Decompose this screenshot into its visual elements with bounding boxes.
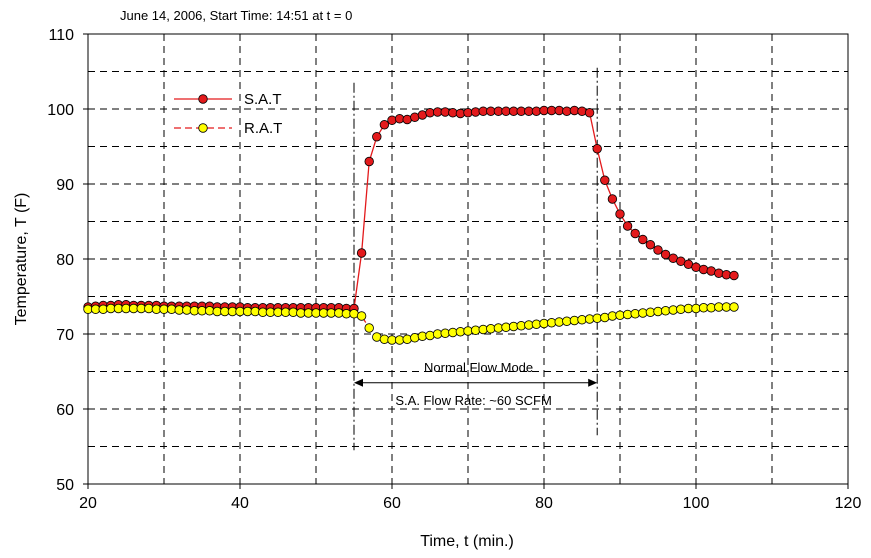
legend-label-rat: R.A.T (244, 120, 282, 137)
data-point (372, 132, 382, 142)
chart-title: June 14, 2006, Start Time: 14:51 at t = … (120, 8, 352, 23)
data-point (729, 302, 739, 312)
data-point (622, 221, 633, 231)
data-point (729, 270, 739, 281)
data-point (592, 144, 602, 154)
y-tick-label: 90 (56, 177, 74, 194)
data-point (638, 234, 648, 245)
data-point (714, 268, 724, 278)
y-tick-label: 80 (56, 252, 74, 269)
mode-label: Normal Flow Mode (424, 360, 533, 375)
data-point (660, 249, 671, 260)
data-point (577, 106, 587, 116)
data-point (600, 175, 610, 185)
data-point (364, 323, 374, 333)
data-series (83, 105, 739, 345)
data-point (364, 156, 374, 167)
y-tick-label: 110 (48, 27, 74, 44)
data-point (584, 108, 595, 118)
legend-label-sat: S.A.T (244, 91, 282, 108)
y-tick-label: 50 (56, 477, 74, 494)
x-axis-title: Time, t (min.) (420, 533, 514, 550)
x-tick-label: 20 (79, 495, 97, 512)
data-point (645, 240, 656, 250)
mode-marker-lines (353, 67, 598, 451)
axis-ticks: 20 40 60 80 100 120 50 60 70 80 90 100 110 (47, 27, 861, 512)
data-point (356, 248, 367, 258)
data-point (379, 120, 390, 130)
x-tick-label: 40 (231, 495, 249, 512)
series-r-a-t (83, 302, 739, 345)
grid (88, 34, 848, 484)
data-point (600, 312, 610, 323)
flow-mode-annotation: Normal Flow Mode S.A. Flow Rate: ~60 SCF… (354, 360, 598, 408)
arrow-head-right (588, 378, 598, 387)
legend-marker-rat (198, 123, 208, 133)
y-tick-label: 100 (47, 102, 74, 119)
data-point (698, 264, 709, 275)
data-point (356, 311, 367, 321)
data-point (630, 228, 640, 239)
y-tick-label: 70 (56, 327, 74, 344)
data-point (653, 245, 663, 255)
series-s-a-t (83, 105, 739, 314)
x-tick-label: 120 (835, 495, 862, 512)
legend-marker-sat (198, 94, 208, 104)
legend: S.A.T R.A.T (174, 91, 282, 137)
x-tick-label: 100 (683, 495, 710, 512)
data-point (402, 334, 412, 344)
data-point (607, 194, 618, 204)
data-point (615, 209, 625, 219)
data-point (425, 330, 435, 341)
series-line (87, 109, 735, 310)
flow-rate-label: S.A. Flow Rate: ~60 SCFM (395, 393, 551, 408)
data-point (387, 115, 397, 125)
x-tick-label: 60 (383, 495, 401, 512)
y-tick-label: 60 (56, 402, 74, 419)
arrow-head-left (354, 378, 363, 387)
y-axis-title: Temperature, T (F) (13, 193, 30, 326)
data-point (410, 333, 420, 343)
x-tick-label: 80 (535, 495, 553, 512)
